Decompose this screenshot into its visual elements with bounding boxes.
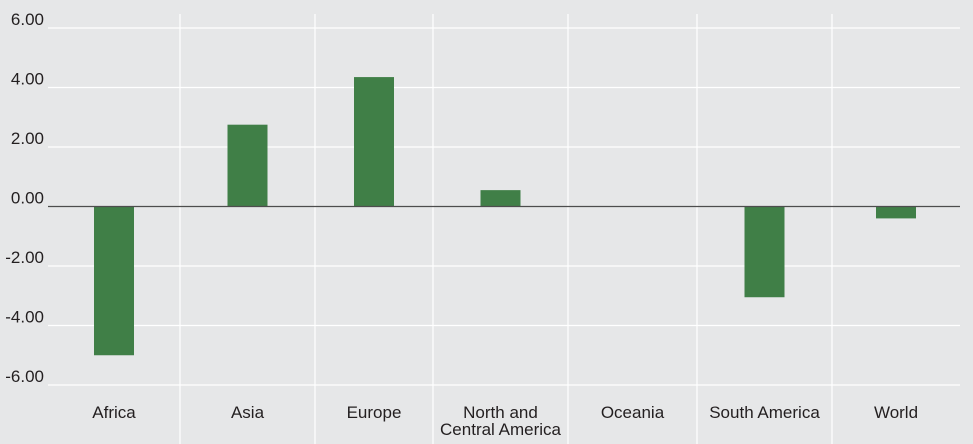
bars [94, 77, 916, 356]
grid [48, 14, 960, 444]
x-tick-label-oceania: Oceania [601, 403, 665, 422]
y-tick-label: -6.00 [5, 367, 44, 386]
x-tick-label-north-and-central-america: North and Central America [440, 403, 561, 439]
y-tick-label: 6.00 [11, 10, 44, 29]
x-tick-label-world: World [874, 403, 918, 422]
y-tick-label: -4.00 [5, 308, 44, 327]
x-tick-label-africa: Africa [92, 403, 136, 422]
bar-europe [354, 77, 394, 207]
y-tick-label: 0.00 [11, 189, 44, 208]
x-tick-label-asia: Asia [231, 403, 265, 422]
bar-south-america [744, 206, 785, 298]
bar-asia [227, 124, 268, 207]
x-tick-label-europe: Europe [347, 403, 402, 422]
x-axis: Africa Asia Europe North and Central America… [92, 403, 918, 439]
y-tick-label: 4.00 [11, 70, 44, 89]
y-tick-label: -2.00 [5, 248, 44, 267]
bar-africa [94, 206, 134, 356]
x-tick-label-south-america: South America [709, 403, 820, 422]
bar-world [876, 206, 916, 219]
y-axis: 6.00 4.00 2.00 0.00 -2.00 -4.00 -6.00 [5, 10, 44, 386]
y-tick-label: 2.00 [11, 129, 44, 148]
bar-north-and-central-america [480, 190, 521, 207]
